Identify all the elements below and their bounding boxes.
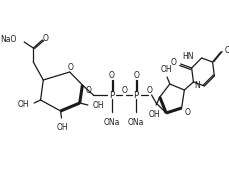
Text: O: O xyxy=(67,62,73,71)
Text: NaO: NaO xyxy=(0,35,17,44)
Text: O: O xyxy=(43,33,49,42)
Text: O: O xyxy=(183,107,189,116)
Text: O: O xyxy=(85,86,91,94)
Text: HN: HN xyxy=(181,51,193,60)
Text: ONa: ONa xyxy=(103,118,119,127)
Text: O: O xyxy=(133,71,139,80)
Text: OH: OH xyxy=(92,100,104,109)
Text: O: O xyxy=(224,46,229,55)
Text: OH: OH xyxy=(56,123,68,132)
Text: ONa: ONa xyxy=(127,118,144,127)
Text: P: P xyxy=(109,91,114,100)
Text: OH: OH xyxy=(18,100,30,109)
Text: P: P xyxy=(133,91,138,100)
Text: O: O xyxy=(121,86,127,94)
Text: N: N xyxy=(193,80,199,89)
Text: OH: OH xyxy=(160,65,171,74)
Text: OH: OH xyxy=(148,110,159,119)
Text: O: O xyxy=(169,57,175,66)
Text: O: O xyxy=(146,86,152,94)
Text: O: O xyxy=(108,71,114,80)
